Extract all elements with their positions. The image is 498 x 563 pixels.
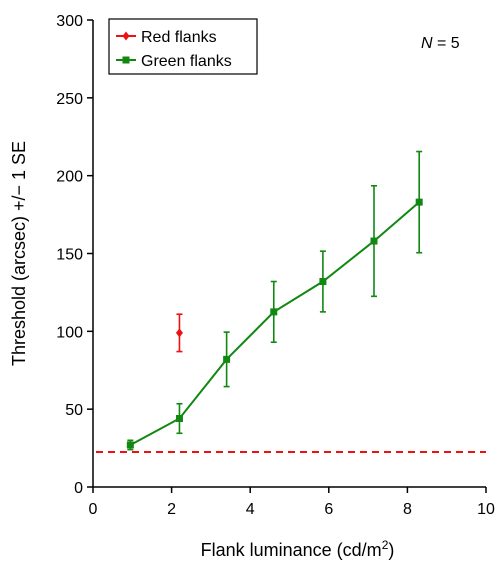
data-point [415, 198, 423, 206]
sample-size-annotation: N = 5 [421, 35, 460, 52]
x-tick-label: 8 [403, 501, 412, 518]
data-point [270, 308, 278, 316]
y-tick-label: 250 [56, 91, 83, 108]
y-tick-label: 100 [56, 324, 83, 341]
data-point [122, 56, 130, 64]
y-tick-label: 200 [56, 169, 83, 186]
axes [92, 20, 486, 488]
x-tick-label: 0 [89, 501, 98, 518]
x-axis-label: Flank luminance (cd/m2) [201, 538, 395, 560]
data-point [126, 441, 134, 449]
y-tick-label: 300 [56, 13, 83, 30]
y-tick-label: 50 [65, 402, 83, 419]
x-tick-label: 6 [324, 501, 333, 518]
series-layer [126, 150, 423, 451]
x-tick-label: 2 [167, 501, 176, 518]
x-tick-label: 4 [246, 501, 255, 518]
legend-label: Red flanks [141, 29, 217, 46]
data-point [122, 31, 130, 41]
x-axis-label-superscript: 2 [382, 538, 389, 552]
x-axis-label-close: ) [388, 540, 394, 560]
data-point [319, 278, 327, 286]
data-point [370, 237, 378, 245]
legend: Red flanks Green flanks [108, 18, 258, 75]
annotation-italic: N [421, 35, 433, 52]
y-axis-ticks: 0 50 100 150 200 250 300 [56, 13, 93, 497]
y-tick-label: 0 [74, 480, 83, 497]
legend-label: Green flanks [141, 53, 232, 70]
data-point [223, 355, 231, 363]
y-axis-label: Threshold (arcsec) +/− 1 SE [9, 141, 29, 366]
data-point [175, 328, 183, 338]
x-tick-label: 10 [477, 501, 495, 518]
x-axis-label-main: Flank luminance (cd/m [201, 540, 382, 560]
series-red-flanks [175, 313, 183, 353]
series-green-flanks [126, 150, 423, 451]
legend-box [108, 18, 258, 75]
y-tick-label: 150 [56, 247, 83, 264]
annotation-text: = 5 [433, 35, 460, 52]
x-axis-ticks: 0 2 4 6 8 10 [89, 487, 495, 518]
data-point [175, 415, 183, 423]
